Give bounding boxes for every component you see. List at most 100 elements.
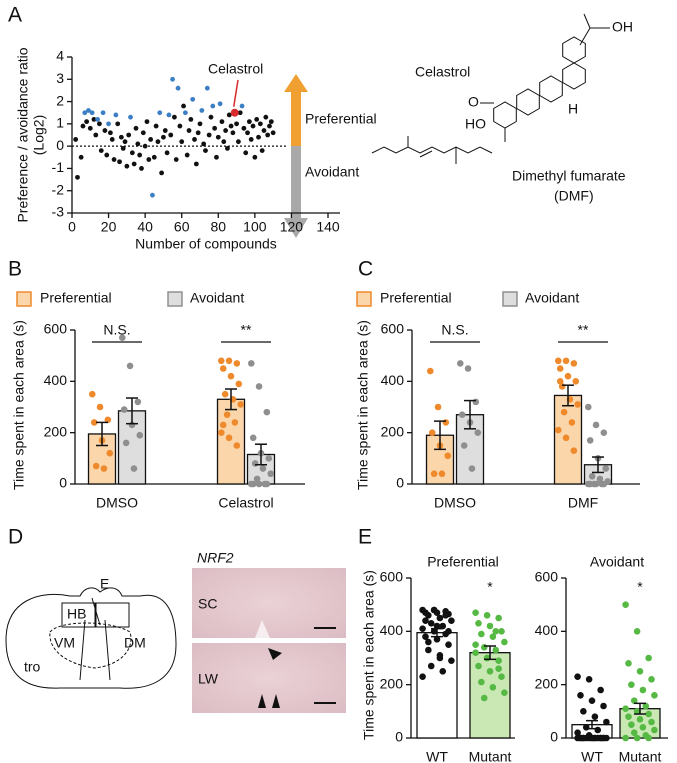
data-point (554, 426, 562, 434)
dmf-structure (371, 146, 493, 154)
data-point (475, 620, 482, 627)
point (173, 157, 179, 162)
point (170, 76, 175, 82)
point (248, 137, 254, 142)
annotation: Celastrol (208, 61, 263, 77)
point (230, 108, 239, 117)
data-point (433, 622, 441, 630)
data-point (106, 449, 114, 457)
y-tick-label: 3 (56, 70, 64, 86)
diagram-label: HB (67, 606, 86, 622)
data-point (422, 617, 429, 624)
point (192, 137, 197, 142)
data-point (628, 721, 635, 728)
point (162, 128, 168, 133)
data-point (591, 713, 599, 720)
data-point (430, 606, 438, 614)
data-point (464, 365, 472, 372)
data-point (586, 437, 594, 444)
data-point (625, 660, 632, 667)
data-point (628, 681, 635, 688)
data-point (233, 360, 241, 367)
y-tick-label: 600 (535, 569, 559, 585)
point (102, 128, 108, 133)
point (268, 119, 274, 125)
data-point (584, 403, 592, 411)
point (168, 132, 174, 138)
point (117, 159, 122, 165)
point (93, 132, 99, 138)
point (131, 161, 137, 167)
x-tick-label: Mutant (619, 749, 662, 763)
point (100, 110, 106, 116)
point (115, 121, 121, 127)
data-point (120, 406, 128, 413)
data-point (483, 612, 491, 619)
point (246, 119, 252, 125)
data-point (436, 654, 444, 662)
legend-swatch (16, 291, 32, 307)
data-point (90, 419, 98, 426)
data-point (498, 673, 505, 680)
point (197, 121, 203, 127)
arrow-label: Avoidant (305, 164, 359, 180)
panel-label: A (8, 4, 22, 27)
data-point (633, 734, 641, 742)
point (228, 123, 234, 129)
data-point (645, 654, 652, 662)
compound-name: Celastrol (415, 64, 470, 80)
data-point (597, 686, 604, 694)
data-point (438, 470, 446, 478)
point (104, 152, 110, 158)
celastrol-structure (480, 13, 610, 142)
data-point (600, 480, 608, 488)
data-point (425, 646, 432, 654)
ring (516, 88, 540, 116)
y-tick-label: 0 (396, 475, 404, 491)
y-tick-label: 600 (381, 321, 405, 337)
data-point (560, 408, 568, 416)
point (82, 110, 88, 116)
point (87, 125, 93, 131)
atom: O (468, 94, 479, 110)
x-tick-label: 0 (68, 219, 76, 235)
y-tick-label: 200 (535, 675, 559, 691)
data-point (259, 465, 267, 472)
data-point (217, 357, 225, 365)
data-point (478, 678, 485, 686)
y-tick-label: 0 (550, 729, 558, 745)
x-tick-label: DMSO (96, 495, 138, 511)
data-point (580, 708, 587, 715)
panel-label: E (358, 526, 372, 549)
data-point (588, 473, 596, 480)
legend-swatch (167, 291, 183, 307)
data-point (489, 633, 497, 640)
data-point (122, 439, 130, 447)
diagram-label: tro (24, 659, 41, 675)
point (214, 154, 219, 160)
point (137, 152, 143, 158)
compound-abbr: (DMF) (554, 188, 594, 204)
data-point (570, 447, 578, 454)
point (153, 123, 159, 129)
box (61, 602, 97, 628)
data-point (480, 694, 488, 702)
point (80, 123, 86, 129)
point (98, 148, 104, 154)
point (140, 130, 146, 136)
point (195, 130, 201, 136)
point (166, 112, 172, 118)
arrow-head (284, 74, 308, 92)
data-point (591, 734, 599, 742)
point (139, 166, 144, 171)
data-point (448, 657, 455, 664)
data-point (645, 734, 652, 742)
point (73, 137, 79, 142)
data-point (562, 434, 570, 442)
data-point (622, 601, 629, 608)
data-point (448, 617, 455, 624)
data-point (474, 429, 482, 436)
point (208, 114, 214, 120)
significance: * (487, 579, 493, 595)
data-point (422, 633, 429, 640)
